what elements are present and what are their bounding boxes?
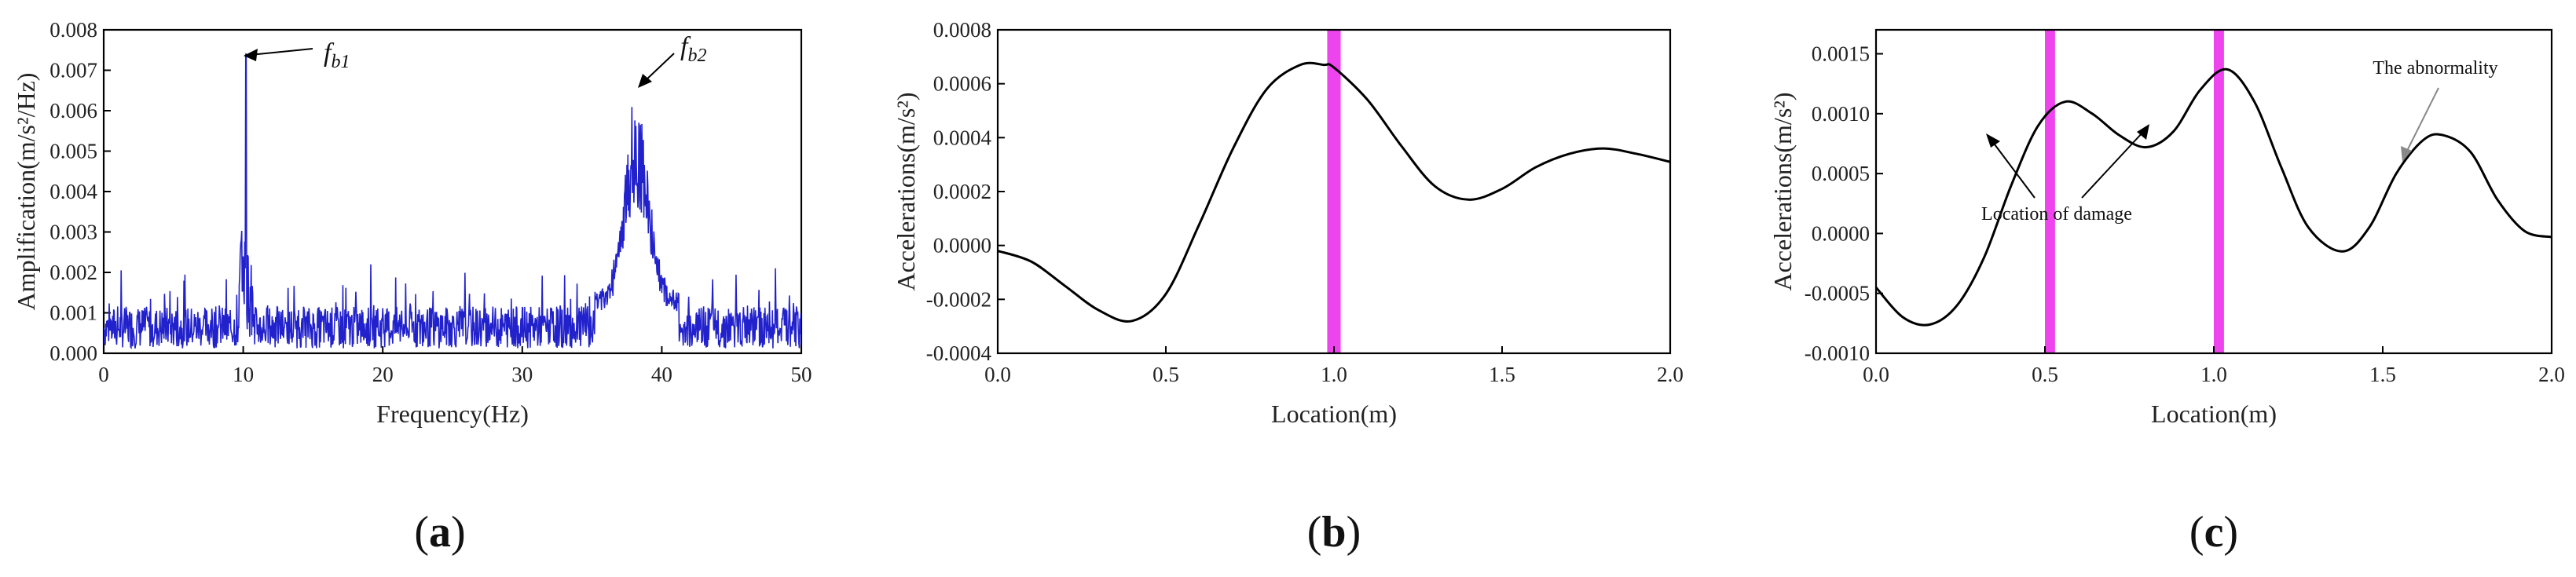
panel-b-xtick-label: 2.0 <box>1657 363 1684 386</box>
panel-c-ytick-label: 0.0015 <box>1812 42 1870 66</box>
panel-a-ytick-label: 0.003 <box>49 221 97 244</box>
panel-b-acceleration-curve <box>998 61 1670 323</box>
panel-c-ytick-label: 0.0010 <box>1812 102 1870 126</box>
damage-highlight-band <box>2214 30 2224 353</box>
panel-b-ytick-label: 0.0000 <box>933 234 991 257</box>
panel-b-ytick-label: 0.0004 <box>933 126 992 149</box>
panel-a-xtick-label: 40 <box>651 363 672 386</box>
panel-a-ylabel: Amplification(m/s²/Hz) <box>12 73 40 311</box>
panel-a-xtick-label: 50 <box>791 363 812 386</box>
panel-a-ytick-label: 0.002 <box>49 261 97 284</box>
panel-b-xtick-label: 0.0 <box>984 363 1011 386</box>
panel-b-acceleration-plot: -0.0004 -0.0002 0.0000 0.0002 0.0004 0.0006 0.… <box>892 18 1684 557</box>
panel-a-xtick-label: 0 <box>98 363 109 386</box>
panel-c-acceleration-curve <box>1876 68 2552 327</box>
panel-c-xtick-label: 2.0 <box>2538 363 2565 386</box>
panel-b-ytick-label: 0.0002 <box>933 180 991 203</box>
panel-b-xtick-label: 0.5 <box>1152 363 1179 386</box>
panel-c-xtick-label: 1.5 <box>2369 363 2396 386</box>
panel-a-frequency-spectrum: 0.000 0.001 0.002 0.003 0.004 0.005 0.006 0.007… <box>12 18 812 557</box>
panel-a-xtick-label: 10 <box>233 363 254 386</box>
panel-b-label: (b) <box>1307 508 1361 557</box>
panel-c-label: (c) <box>2189 508 2238 557</box>
damage-arrowhead-left <box>1986 133 2000 148</box>
panel-b-xlabel: Location(m) <box>1271 400 1397 428</box>
annotation-the-abnormality: The abnormality <box>2373 58 2497 79</box>
panel-a-ytick-label: 0.000 <box>49 341 97 365</box>
panel-a-xlabel: Frequency(Hz) <box>376 400 529 428</box>
damage-highlight-band <box>2045 30 2055 353</box>
panel-c-ytick-label: 0.0000 <box>1812 221 1870 245</box>
damage-arrow-right <box>2081 131 2144 199</box>
panel-b-ytick-label: 0.0008 <box>933 18 991 42</box>
annotation-fb2: fb2 <box>680 32 706 66</box>
panel-c-ytick-label: -0.0010 <box>1805 341 1870 365</box>
annotation-arrowhead-fb1 <box>244 49 258 61</box>
damage-highlight-band <box>1327 30 1341 353</box>
panel-a-spectrum-line <box>104 53 801 350</box>
panel-c-xtick-label: 1.0 <box>2200 363 2227 386</box>
panel-b-xtick-label: 1.5 <box>1489 363 1515 386</box>
panel-a-xtick-label: 20 <box>372 363 394 386</box>
panel-c-ylabel: Accelerations(m/s²) <box>1768 92 1797 290</box>
panel-a-xtick-label: 30 <box>511 363 533 386</box>
panel-b-ytick-label: -0.0002 <box>926 287 991 311</box>
panel-c-xtick-label: 0.0 <box>1863 363 1889 386</box>
panel-a-plot-area <box>102 28 803 355</box>
panel-a-ytick-label: 0.005 <box>49 140 97 163</box>
abnormality-arrowhead <box>2401 146 2412 162</box>
panel-b-ytick-label: -0.0004 <box>926 341 992 365</box>
annotation-arrow-fb2 <box>643 53 675 82</box>
damage-arrow-left <box>1992 141 2036 199</box>
panel-c-xtick-label: 0.5 <box>2032 363 2058 386</box>
panel-a-ytick-label: 0.004 <box>49 180 97 203</box>
annotation-arrow-fb1 <box>249 48 313 56</box>
abnormality-arrow <box>2405 87 2439 155</box>
panel-b-xtick-label: 1.0 <box>1321 363 1347 386</box>
damage-arrowhead-right <box>2137 124 2149 140</box>
panel-c-xlabel: Location(m) <box>2151 400 2277 428</box>
panel-b-ylabel: Accelerations(m/s²) <box>892 92 920 290</box>
panel-a-ytick-label: 0.006 <box>49 99 97 122</box>
panel-a-label: (a) <box>414 508 465 557</box>
panel-a-ytick-label: 0.007 <box>49 59 97 82</box>
panel-c-acceleration-plot: -0.0010 -0.0005 0.0000 0.0005 0.0010 0.0015 0… <box>1768 28 2565 557</box>
annotation-fb1: fb1 <box>324 38 350 72</box>
panel-c-ytick-label: 0.0005 <box>1812 162 1870 185</box>
panel-a-ytick-label: 0.001 <box>49 301 97 325</box>
annotation-arrowhead-fb2 <box>638 74 652 88</box>
panel-a-ytick-label: 0.008 <box>49 18 97 42</box>
panel-b-ytick-label: 0.0006 <box>933 72 991 96</box>
annotation-location-of-damage: Location of damage <box>1981 204 2132 225</box>
panel-c-ytick-label: -0.0005 <box>1805 282 1870 305</box>
